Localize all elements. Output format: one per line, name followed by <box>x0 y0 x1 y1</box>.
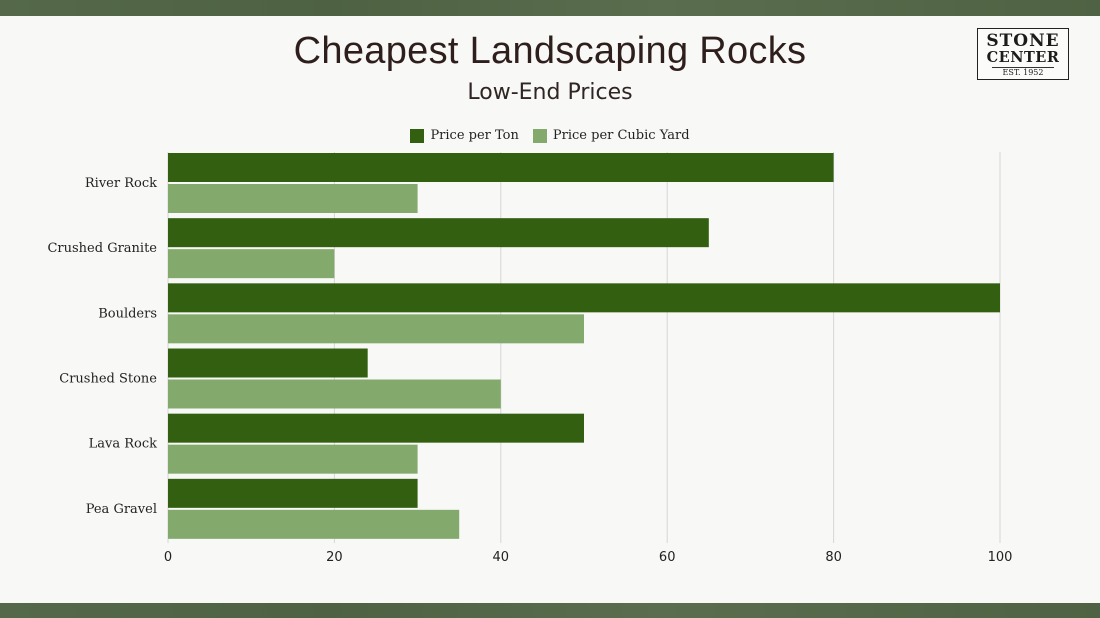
category-label: Boulders <box>98 306 157 321</box>
legend-item-cubic: Price per Cubic Yard <box>532 128 690 143</box>
legend-swatch-ton <box>410 128 425 143</box>
category-label: Crushed Granite <box>47 241 157 256</box>
chart-title: Cheapest Landscaping Rocks <box>293 30 807 72</box>
bar-cubic-pea-gravel <box>168 509 460 539</box>
x-tick-label: 80 <box>825 550 842 565</box>
bar-ton-crushed-stone <box>168 348 368 378</box>
legend-label-ton: Price per Ton <box>430 128 519 143</box>
x-tick-label: 100 <box>988 550 1013 565</box>
x-tick-label: 40 <box>493 550 510 565</box>
legend-swatch-cubic <box>532 128 547 143</box>
bottom-decorative-band <box>0 603 1100 618</box>
bar-ton-lava-rock <box>168 413 584 443</box>
logo-line-3: EST. 1952 <box>992 67 1054 78</box>
category-label: Crushed Stone <box>59 372 157 387</box>
category-label: Lava Rock <box>89 437 158 452</box>
bar-ton-pea-gravel <box>168 478 418 508</box>
x-tick-label: 0 <box>164 550 172 565</box>
chart-subtitle: Low-End Prices <box>467 80 633 105</box>
legend-label-cubic: Price per Cubic Yard <box>552 128 690 143</box>
bar-cubic-crushed-stone <box>168 379 501 409</box>
legend-item-ton: Price per Ton <box>410 128 519 143</box>
stone-center-logo: STONE CENTER EST. 1952 <box>977 28 1069 80</box>
bar-cubic-boulders <box>168 314 584 344</box>
bar-ton-boulders <box>168 283 1000 313</box>
bar-ton-river-rock <box>168 153 834 182</box>
bar-cubic-crushed-granite <box>168 249 335 279</box>
logo-line-2: CENTER <box>986 49 1060 66</box>
category-label: Pea Gravel <box>86 502 157 517</box>
category-label: River Rock <box>85 176 157 191</box>
logo-line-1: STONE <box>986 31 1060 51</box>
chart-legend: Price per Ton Price per Cubic Yard <box>0 128 1100 143</box>
bar-cubic-river-rock <box>168 184 418 213</box>
bar-cubic-lava-rock <box>168 444 418 474</box>
x-tick-label: 20 <box>326 550 343 565</box>
bar-ton-crushed-granite <box>168 218 709 248</box>
x-tick-label: 60 <box>659 550 676 565</box>
top-decorative-band <box>0 0 1100 16</box>
